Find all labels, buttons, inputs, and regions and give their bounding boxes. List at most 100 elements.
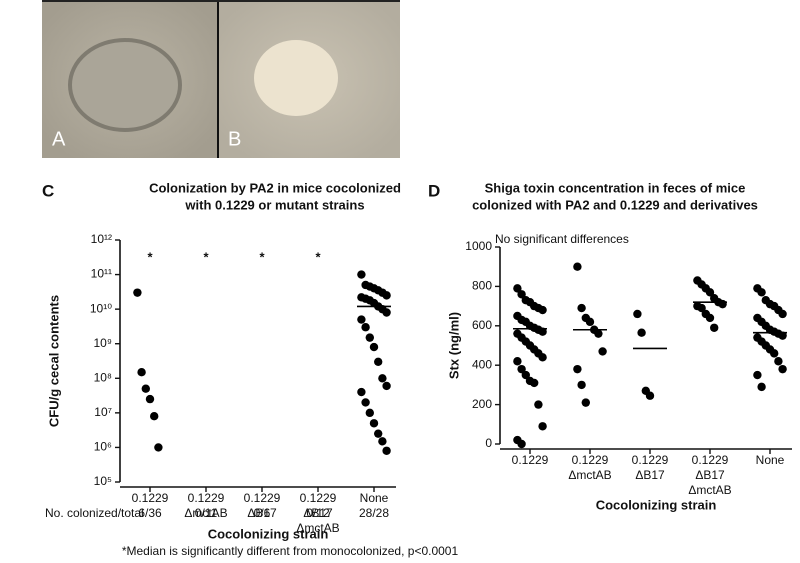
data-point: [530, 378, 539, 388]
y-tick-label: 200: [472, 397, 492, 411]
data-point: [369, 342, 379, 352]
subtitle: No significant differences: [495, 232, 629, 246]
data-point: [517, 364, 526, 374]
data-point: [357, 315, 366, 324]
y-tick-label: 10⁵: [94, 474, 112, 488]
data-point: [538, 305, 547, 315]
x-tick-label: None: [756, 453, 785, 467]
x-tick-label: ΔB17: [635, 468, 665, 482]
x-tick-label: 0.1229: [572, 453, 609, 467]
data-point: [573, 262, 582, 271]
y-axis-label: Stx (ng/ml): [446, 312, 461, 379]
chart-title: Colonization by PA2 in mice cocolonized: [149, 180, 401, 195]
y-axis-label: CFU/g cecal contents: [46, 295, 61, 427]
x-tick-label: None: [360, 491, 389, 505]
data-point: [577, 380, 586, 390]
data-point: [137, 367, 146, 377]
x-tick-label: ΔB17: [247, 506, 277, 520]
y-tick-label: 10⁸: [94, 370, 112, 384]
chart-title: with 0.1229 or mutant strains: [184, 197, 364, 212]
x-axis-label: Cocolonizing strain: [208, 526, 329, 541]
data-point: [517, 439, 526, 449]
data-point: [633, 309, 642, 319]
photo-label: A: [52, 128, 66, 150]
y-tick-label: 10⁹: [94, 336, 113, 350]
data-point: [705, 288, 715, 297]
x-tick-label: ΔmctAB: [688, 483, 731, 497]
data-point: [361, 323, 370, 332]
x-tick-label: 0.1229: [300, 491, 337, 505]
data-point: [382, 308, 391, 317]
count-label: 0/6: [254, 506, 271, 520]
count-label: 0/12: [306, 506, 330, 520]
data-point: [357, 387, 366, 397]
data-point: [594, 329, 603, 338]
data-point: [645, 391, 655, 400]
data-point: [573, 364, 582, 374]
y-tick-label: 1000: [465, 239, 492, 253]
chart-title: colonized with PA2 and 0.1229 and deriva…: [472, 197, 758, 212]
x-tick-label: ΔmctAB: [568, 468, 611, 482]
data-point: [581, 398, 590, 407]
x-axis-label: Cocolonizing strain: [596, 497, 717, 512]
data-point: [382, 291, 391, 300]
count-label: 0/11: [195, 506, 218, 520]
data-point: [374, 429, 383, 438]
data-point: [365, 408, 374, 418]
data-point: [577, 303, 586, 313]
data-point: [517, 290, 526, 299]
data-point: [133, 288, 142, 297]
y-tick-label: 800: [472, 279, 492, 293]
chart-title: Shiga toxin concentration in feces of mi…: [485, 180, 746, 195]
x-tick-label: 0.1229: [512, 453, 549, 467]
x-tick-label: 0.1229: [132, 491, 169, 505]
count-label: 6/36: [138, 506, 162, 520]
y-tick-label: 10¹¹: [91, 267, 112, 281]
data-point: [513, 284, 522, 293]
data-point: [534, 400, 543, 409]
significance-mark: *: [259, 249, 265, 264]
data-point: [382, 381, 391, 391]
photo-b: B: [219, 0, 400, 158]
x-tick-label: ΔmctAB: [184, 506, 227, 520]
data-point: [778, 331, 787, 340]
y-tick-label: 400: [472, 357, 492, 371]
footnote: *Median is significantly different from …: [122, 544, 459, 558]
count-title: No. colonized/total: [45, 506, 144, 520]
x-tick-label: 0.1229: [632, 453, 669, 467]
data-point: [637, 328, 646, 337]
data-point: [365, 333, 374, 342]
data-point: [145, 394, 155, 404]
photo-label: B: [228, 128, 241, 150]
data-point: [598, 347, 607, 356]
y-tick-label: 600: [472, 318, 492, 332]
y-tick-label: 10⁶: [94, 440, 112, 454]
y-tick-label: 10¹⁰: [90, 301, 112, 315]
x-tick-label: 0.1229: [244, 491, 281, 505]
data-point: [778, 309, 787, 319]
data-point: [141, 384, 150, 393]
photo-a: A: [42, 0, 217, 158]
data-point: [718, 299, 727, 309]
count-label: 28/28: [359, 506, 389, 520]
data-point: [361, 398, 370, 407]
data-point: [770, 349, 779, 358]
data-point: [538, 422, 547, 431]
data-point: [778, 364, 787, 374]
x-tick-label: ΔB17: [303, 506, 333, 520]
data-point: [538, 327, 547, 336]
x-tick-label: ΔB17: [695, 468, 725, 482]
significance-mark: *: [315, 249, 321, 264]
data-point: [774, 357, 783, 366]
data-point: [378, 374, 387, 383]
y-tick-label: 10¹²: [91, 232, 112, 246]
panel-label: D: [428, 181, 440, 200]
panel-label: C: [42, 181, 54, 200]
data-point: [369, 419, 379, 428]
data-point: [150, 412, 159, 421]
y-tick-label: 10⁷: [94, 405, 112, 419]
data-point: [753, 370, 762, 380]
data-point: [757, 382, 766, 392]
data-point: [357, 270, 366, 279]
